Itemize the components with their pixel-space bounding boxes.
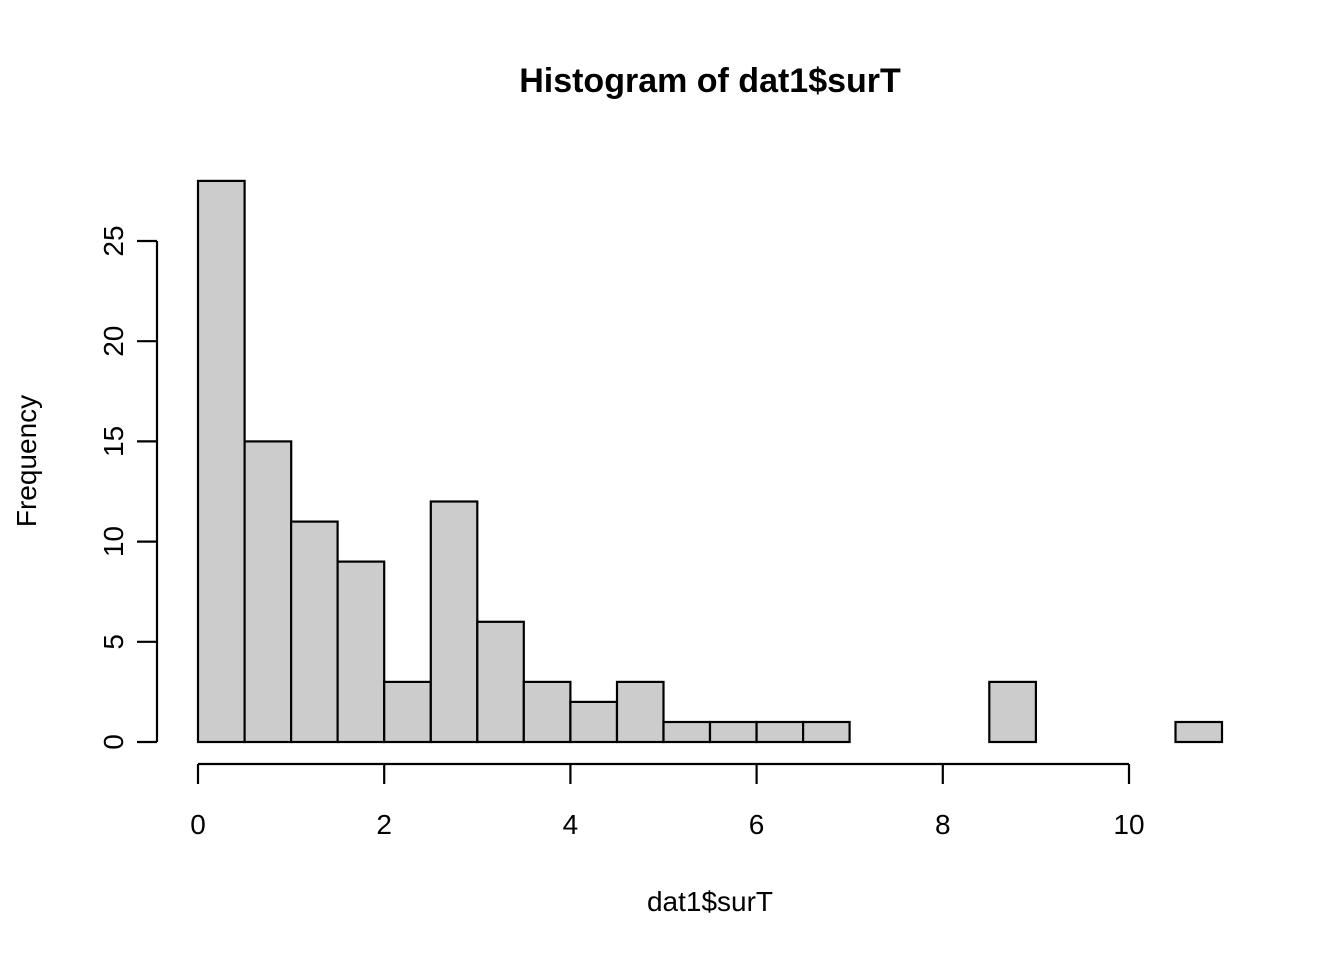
x-tick-label: 8 (935, 809, 951, 840)
chart-title: Histogram of dat1$surT (519, 62, 901, 100)
histogram-bar (336, 560, 386, 744)
histogram-bar (755, 720, 805, 744)
histogram-bar (476, 620, 525, 744)
histogram-bar (196, 179, 246, 744)
x-tick-label: 10 (1113, 809, 1144, 840)
histogram-bar (801, 720, 851, 744)
x-axis-label: dat1$surT (647, 886, 773, 917)
x-axis: 0 2 4 6 8 10 (190, 762, 1145, 840)
histogram-bar (522, 680, 572, 744)
x-tick-label: 4 (563, 809, 579, 840)
y-tick-label: 5 (98, 634, 129, 650)
histogram-bar (615, 680, 665, 744)
histogram-bar (662, 720, 712, 744)
histogram-bar (243, 440, 293, 744)
histogram-bar (290, 520, 339, 744)
y-axis-label: Frequency (11, 395, 42, 527)
y-tick-label: 15 (98, 426, 129, 457)
y-tick-label: 25 (98, 225, 129, 256)
bars-group (196, 179, 1224, 744)
y-axis: 0 5 10 15 20 25 (98, 225, 159, 750)
y-tick-label: 0 (98, 734, 129, 750)
y-tick-label: 10 (98, 526, 129, 557)
histogram-bar (429, 500, 479, 744)
histogram-bar (988, 680, 1037, 744)
histogram-bar (1174, 720, 1224, 744)
histogram-bar (383, 680, 432, 744)
histogram-bar (569, 700, 619, 744)
histogram-bar (708, 720, 758, 744)
x-tick-label: 2 (376, 809, 392, 840)
x-tick-label: 6 (749, 809, 765, 840)
x-tick-label: 0 (190, 809, 206, 840)
y-tick-label: 20 (98, 326, 129, 357)
